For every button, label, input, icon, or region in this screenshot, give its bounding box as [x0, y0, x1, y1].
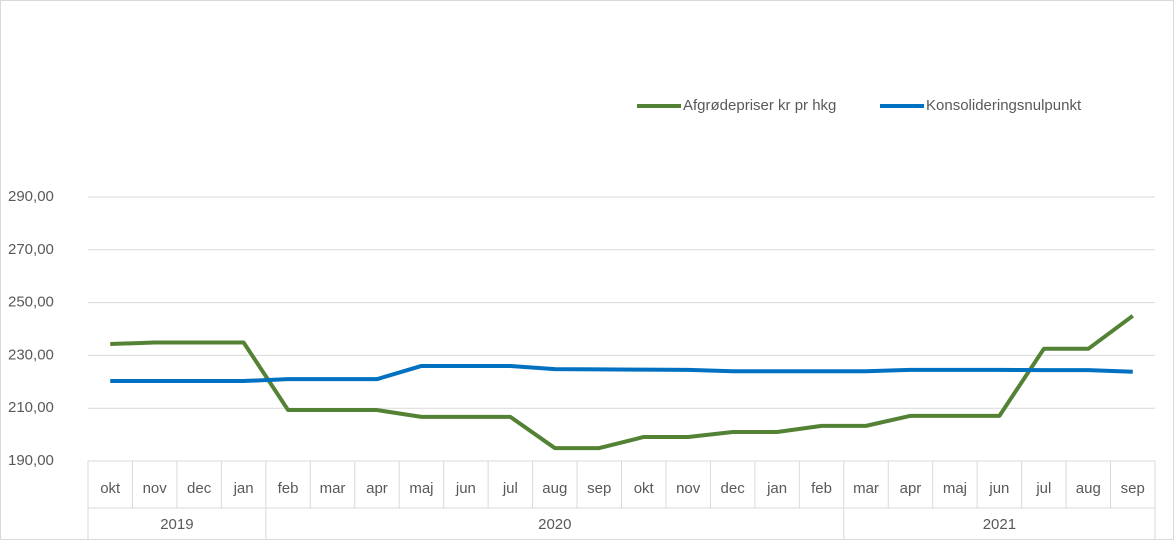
x-group-label: 2021 [983, 516, 1016, 533]
x-tick-label: okt [634, 480, 655, 497]
y-tick-label: 210,00 [8, 399, 54, 416]
x-tick-label: jan [766, 480, 787, 497]
x-tick-label: jul [502, 480, 518, 497]
x-tick-label: maj [409, 480, 433, 497]
x-tick-label: dec [721, 480, 746, 497]
x-tick-label: jun [988, 480, 1009, 497]
x-tick-label: dec [187, 480, 212, 497]
x-tick-label: maj [943, 480, 967, 497]
x-tick-label: mar [853, 480, 879, 497]
x-tick-label: nov [676, 480, 701, 497]
line-series [110, 314, 1134, 451]
x-tick-label: okt [100, 480, 121, 497]
y-tick-label: 190,00 [8, 452, 54, 469]
x-tick-label: jul [1035, 480, 1051, 497]
y-tick-label: 250,00 [8, 294, 54, 311]
legend-label: Konsolideringsnulpunkt [926, 97, 1082, 114]
x-tick-label: apr [900, 480, 922, 497]
line-series [110, 363, 1133, 384]
y-tick-label: 290,00 [8, 188, 54, 205]
x-tick-label: apr [366, 480, 388, 497]
y-tick-label: 230,00 [8, 346, 54, 363]
x-tick-label: mar [320, 480, 346, 497]
x-tick-label: feb [278, 480, 299, 497]
x-tick-label: sep [1121, 480, 1145, 497]
x-tick-label: aug [1076, 480, 1101, 497]
y-tick-label: 270,00 [8, 241, 54, 258]
x-tick-label: sep [587, 480, 611, 497]
x-tick-label: jan [233, 480, 254, 497]
x-group-label: 2019 [160, 516, 193, 533]
x-group-label: 2020 [538, 516, 571, 533]
x-tick-label: feb [811, 480, 832, 497]
x-tick-label: jun [455, 480, 476, 497]
x-tick-label: aug [542, 480, 567, 497]
legend-label: Afgrødepriser kr pr hkg [683, 97, 836, 114]
x-tick-label: nov [143, 480, 168, 497]
